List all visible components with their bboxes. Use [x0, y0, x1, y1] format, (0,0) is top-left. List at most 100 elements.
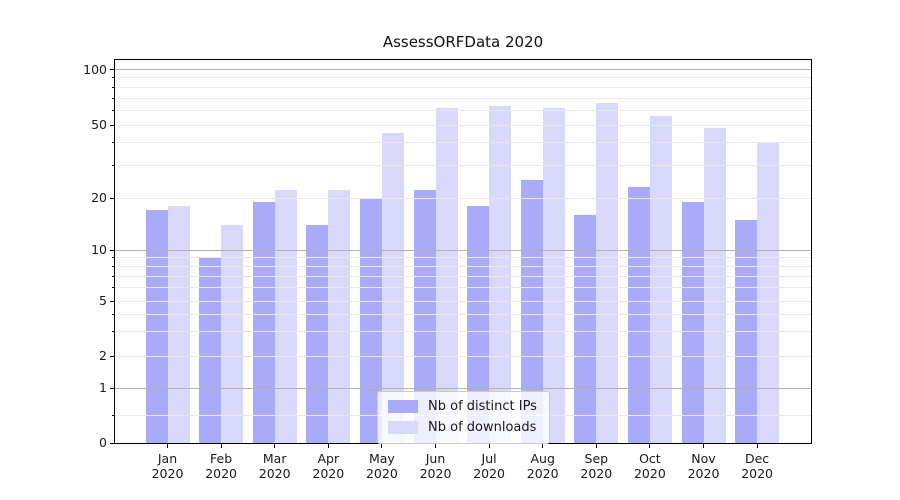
- legend-label-downloads: Nb of downloads: [428, 420, 537, 435]
- x-tick: [327, 444, 329, 448]
- y-tick-label: 20: [91, 190, 107, 205]
- y-gridline: [115, 257, 811, 259]
- y-tick-minor: [111, 109, 114, 111]
- legend-swatch-downloads-icon: [388, 421, 418, 434]
- y-tick-minor: [111, 97, 114, 99]
- y-tick-minor: [111, 86, 114, 88]
- x-tick: [381, 444, 383, 448]
- bar-distinct-ips: [574, 214, 597, 443]
- bar-distinct-ips: [467, 205, 490, 443]
- y-gridline: [115, 142, 811, 144]
- x-tick: [488, 444, 490, 448]
- y-gridline: [115, 331, 811, 333]
- y-tick-label: 2: [99, 348, 107, 363]
- x-tick: [649, 444, 651, 448]
- x-tick: [542, 444, 544, 448]
- bar-downloads: [274, 190, 297, 443]
- bar-distinct-ips: [413, 190, 436, 443]
- x-tick-label: Dec 2020: [741, 451, 773, 481]
- y-tick-minor: [111, 275, 114, 277]
- bar-downloads: [542, 107, 565, 443]
- x-tick-label: May 2020: [365, 451, 398, 481]
- y-gridline: [115, 355, 811, 357]
- x-tick-label: Aug 2020: [526, 451, 559, 481]
- y-gridline: [115, 313, 811, 315]
- y-tick-minor: [111, 313, 114, 315]
- y-tick-minor: [111, 257, 114, 259]
- y-tick: [110, 249, 114, 251]
- y-tick: [110, 197, 114, 199]
- x-tick-label: Jan 2020: [151, 451, 184, 481]
- x-tick: [435, 444, 436, 448]
- y-gridline: [115, 109, 811, 111]
- y-gridline: [115, 275, 811, 277]
- y-tick: [110, 355, 114, 357]
- y-tick-minor: [111, 142, 114, 144]
- x-tick: [220, 444, 222, 448]
- y-tick-label: 5: [99, 293, 107, 308]
- bar-distinct-ips: [520, 180, 543, 443]
- x-tick-label: Oct 2020: [633, 451, 666, 481]
- y-tick-minor: [111, 331, 114, 333]
- y-tick-label: 50: [91, 117, 107, 132]
- x-tick-label: Nov 2020: [687, 451, 720, 481]
- legend: Nb of distinct IPs Nb of downloads: [377, 391, 550, 444]
- y-gridline: [115, 165, 811, 167]
- x-tick: [595, 444, 597, 448]
- y-tick-minor: [111, 77, 114, 79]
- legend-label-distinct-ips: Nb of distinct IPs: [428, 399, 537, 414]
- y-gridline: [115, 77, 811, 79]
- bar-distinct-ips: [199, 257, 222, 443]
- y-tick-minor: [111, 165, 114, 167]
- x-tick-label: Sep 2020: [580, 451, 613, 481]
- y-tick-label: 0: [99, 435, 107, 450]
- y-gridline: [115, 287, 811, 289]
- legend-item-downloads: Nb of downloads: [388, 420, 537, 435]
- y-tick-label: 10: [91, 242, 107, 257]
- x-tick-label: Feb 2020: [205, 451, 237, 481]
- y-gridline: [115, 300, 811, 302]
- bar-distinct-ips: [252, 201, 275, 443]
- x-tick-label: Jun 2020: [419, 451, 452, 481]
- y-gridline: [115, 249, 811, 251]
- y-tick-label: 100: [83, 61, 107, 77]
- y-gridline: [115, 124, 811, 126]
- bar-distinct-ips: [359, 198, 382, 443]
- y-gridline: [115, 265, 811, 267]
- y-gridline: [115, 97, 811, 99]
- x-tick-label: Jul 2020: [473, 451, 505, 481]
- legend-item-distinct-ips: Nb of distinct IPs: [388, 399, 537, 414]
- bar-downloads: [596, 102, 619, 443]
- y-gridline: [115, 387, 811, 389]
- x-tick: [756, 444, 758, 448]
- x-tick: [167, 444, 168, 448]
- y-tick-label: 1: [99, 380, 107, 395]
- bar-downloads: [328, 190, 351, 443]
- chart-title: AssessORFData 2020: [382, 33, 544, 51]
- x-tick: [274, 444, 276, 448]
- bar-downloads: [381, 133, 404, 443]
- bar-downloads: [703, 128, 726, 443]
- bar-distinct-ips: [681, 201, 704, 443]
- y-gridline: [115, 197, 811, 199]
- bar-downloads: [167, 205, 190, 443]
- bar-downloads: [435, 107, 458, 443]
- legend-swatch-distinct-ips-icon: [388, 400, 418, 413]
- y-tick: [110, 124, 114, 126]
- bar-distinct-ips: [627, 186, 650, 443]
- x-tick-label: Mar 2020: [258, 451, 291, 481]
- bar-distinct-ips: [145, 210, 168, 443]
- y-tick-minor: [111, 415, 114, 416]
- y-tick: [110, 442, 114, 444]
- y-tick: [110, 300, 114, 302]
- y-tick: [110, 387, 114, 389]
- y-tick-minor: [111, 265, 114, 267]
- bar-downloads: [757, 142, 780, 443]
- bar-downloads: [489, 106, 512, 443]
- x-tick-label: Apr 2020: [312, 451, 345, 481]
- y-tick-minor: [111, 287, 114, 289]
- y-gridline: [115, 86, 811, 88]
- x-tick: [703, 444, 704, 448]
- y-gridline: [115, 69, 811, 70]
